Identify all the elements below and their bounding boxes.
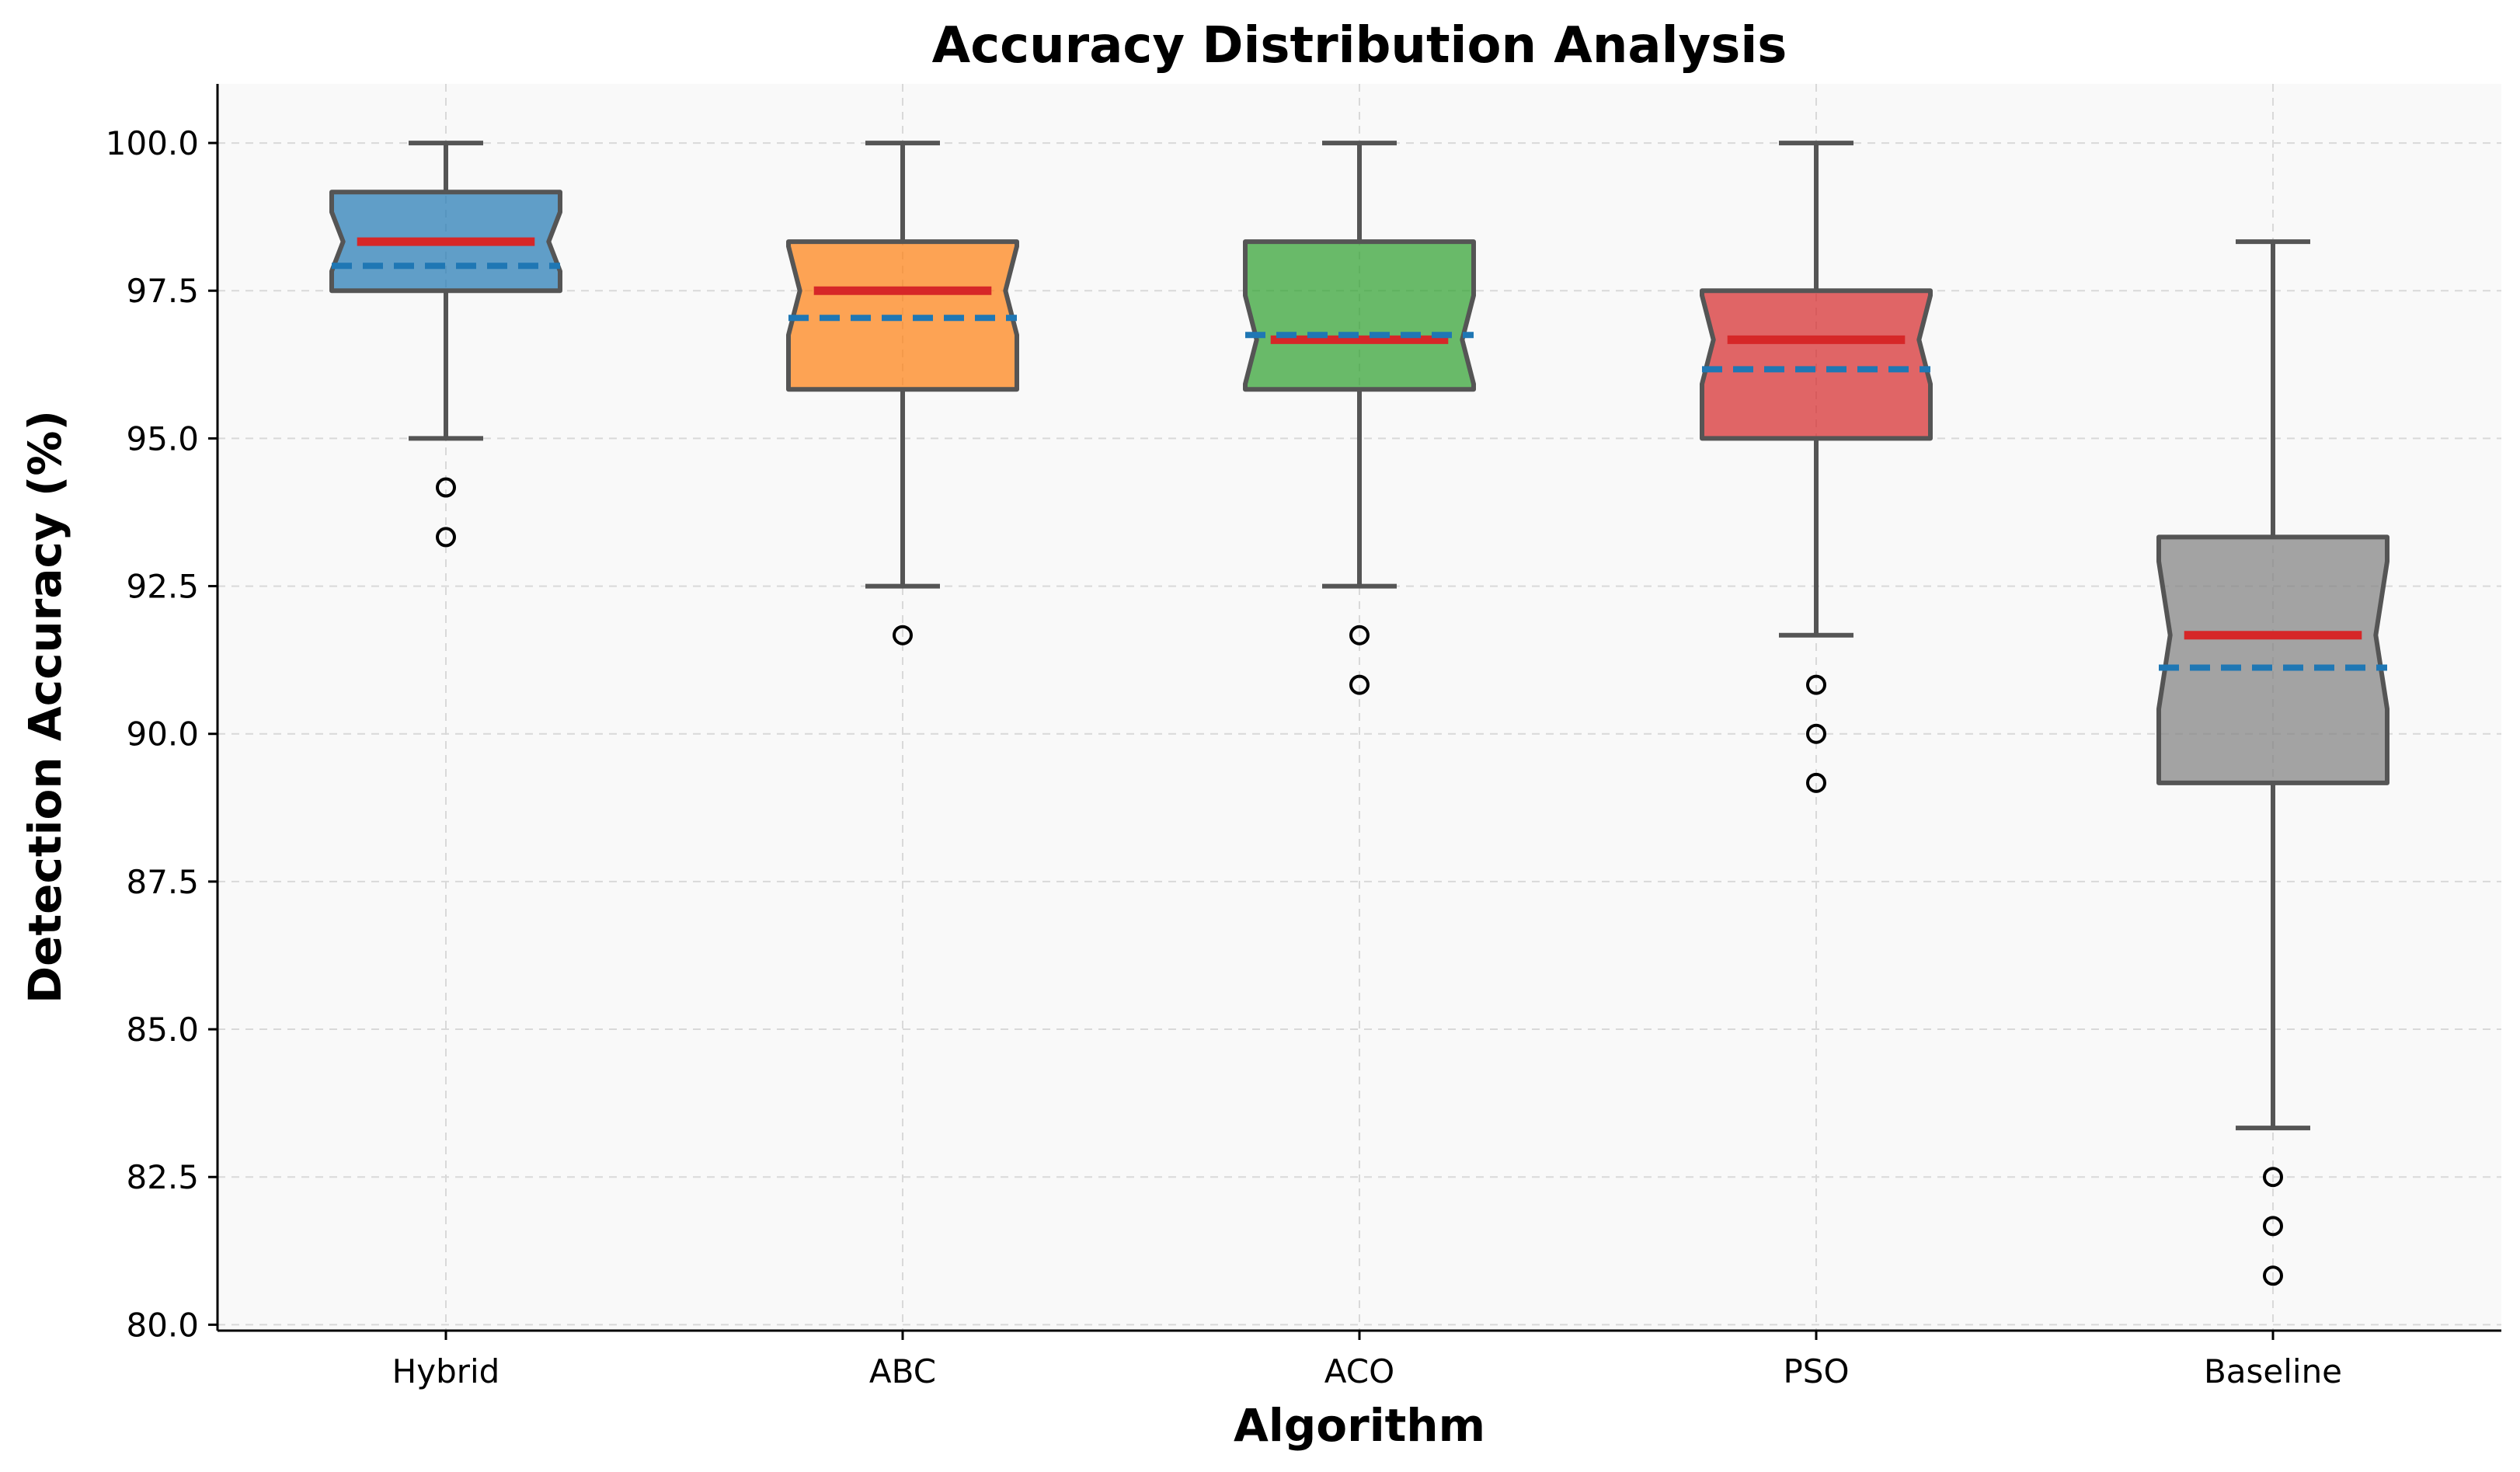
y-axis-label: Detection Accuracy (%) [19, 410, 71, 1004]
box-body [1243, 239, 1476, 392]
outlier-point [436, 527, 456, 548]
box-series [329, 141, 2389, 1286]
outlier-point [893, 625, 913, 646]
x-tick-label: PSO [1783, 1352, 1849, 1390]
outlier-point [1349, 625, 1370, 646]
outlier-point [436, 477, 456, 498]
y-tick-label: 80.0 [126, 1306, 199, 1344]
box-body [2156, 534, 2389, 785]
x-axis-ticks: Hybrid ABC ACO PSO Baseline [392, 1331, 2342, 1390]
grid-lines [218, 84, 2501, 1331]
outlier-point [1806, 772, 1826, 793]
x-tick-label: Hybrid [392, 1352, 500, 1390]
box-baseline [2156, 239, 2389, 1286]
y-tick-label: 82.5 [126, 1158, 199, 1196]
y-axis-ticks: 80.0 82.5 85.0 87.5 90.0 92.5 95.0 97.5 100.0 [106, 124, 218, 1344]
outlier-point [2263, 1265, 2283, 1286]
y-tick-label: 92.5 [126, 568, 199, 606]
box-pso [1700, 141, 1933, 793]
x-tick-label: Baseline [2204, 1352, 2342, 1390]
x-tick-label: ABC [869, 1352, 936, 1390]
y-tick-label: 87.5 [126, 863, 199, 901]
chart-title: Accuracy Distribution Analysis [932, 17, 1787, 75]
outlier-point [1806, 723, 1826, 744]
box-body [786, 239, 1019, 392]
outlier-point [1806, 674, 1826, 695]
outlier-point [2263, 1216, 2283, 1237]
outlier-point [2263, 1167, 2283, 1188]
y-tick-label: 97.5 [126, 272, 199, 310]
outlier-point [1349, 674, 1370, 695]
x-axis-label: Algorithm [1234, 1399, 1485, 1452]
box-hybrid [329, 141, 562, 548]
y-tick-label: 95.0 [126, 419, 199, 458]
y-tick-label: 90.0 [126, 715, 199, 753]
y-tick-label: 100.0 [106, 124, 199, 162]
box-abc [786, 141, 1019, 646]
box-aco [1243, 141, 1476, 695]
x-tick-label: ACO [1324, 1352, 1394, 1390]
box-body [1700, 288, 1933, 441]
y-tick-label: 85.0 [126, 1011, 199, 1049]
